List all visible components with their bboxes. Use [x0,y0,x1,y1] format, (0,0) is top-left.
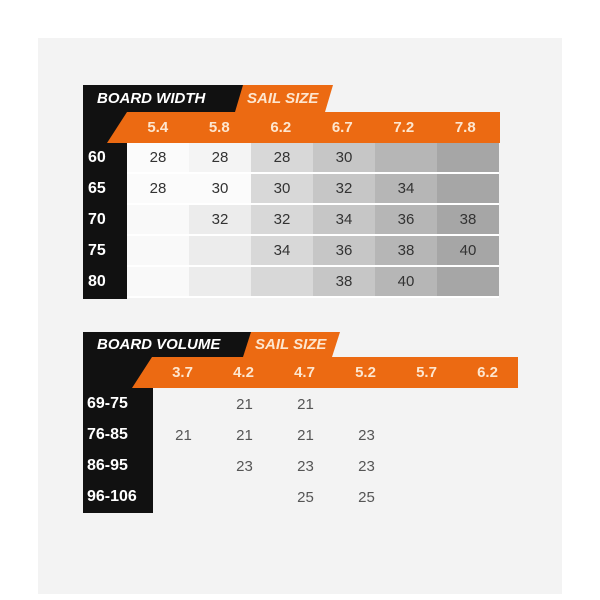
sail-size-header: SAIL SIZE [243,332,340,357]
table-cell [189,267,251,298]
row-label: 76-85 [87,426,128,443]
sail-size-label: 5.8 [208,119,230,136]
sail-size-row: 5.4 5.8 6.2 6.7 7.2 7.8 [107,112,500,143]
table-cell: 21 [297,396,314,413]
table-cell [458,451,519,482]
sail-size-label: 6.7 [331,119,353,136]
table-cell [214,482,275,513]
table-cell: 38 [375,236,437,267]
table-cell: 34 [251,236,313,267]
sail-size-label: 6.2 [270,119,292,136]
table-cell [127,205,189,236]
table-cell [458,389,519,420]
table-cell: 28 [189,143,251,174]
table-cell: 28 [251,143,313,174]
row-label: 65 [88,180,106,197]
sail-size-label: 4.2 [233,364,254,381]
table-cell [458,420,519,451]
table-cell: 23 [358,427,375,444]
board-volume-header: BOARD VOLUME [83,332,251,357]
table-cell: 23 [236,458,253,475]
table-cell: 30 [251,174,313,205]
sail-size-label: 7.8 [454,119,476,136]
table-cell: 25 [297,489,314,506]
sail-size-label: 5.2 [355,364,376,381]
row-label-column [83,112,127,299]
sail-size-label: 5.4 [147,119,169,136]
table-cell: 32 [251,205,313,236]
board-width-header: BOARD WIDTH [83,85,243,112]
sail-size-label: 3.7 [172,364,193,381]
table-cell: 32 [313,174,375,205]
table-cell [397,420,458,451]
table-cell: 23 [297,458,314,475]
table-cell: 21 [236,396,253,413]
table-cell [127,267,189,298]
table-cell: 23 [358,458,375,475]
row-label: 60 [88,149,106,166]
table-cell: 38 [437,205,499,236]
table-cell [251,267,313,298]
table-cell: 21 [236,427,253,444]
sail-size-label: 4.7 [294,364,315,381]
row-label: 69-75 [87,395,128,412]
table-cell: 34 [313,205,375,236]
table-cell: 21 [297,427,314,444]
row-label: 80 [88,273,106,290]
table-cell [153,389,214,420]
table-cell: 21 [175,427,192,444]
table-cell: 30 [189,174,251,205]
table-cell [437,174,499,205]
sail-size-header: SAIL SIZE [235,85,333,112]
table-cell: 28 [127,143,189,174]
row-label: 75 [88,242,106,259]
table-cell [375,143,437,174]
table-cell: 38 [313,267,375,298]
table-cell [397,389,458,420]
row-label: 70 [88,211,106,228]
table-cell: 36 [375,205,437,236]
table-cell: 34 [375,174,437,205]
sail-size-row: 3.7 4.2 4.7 5.2 5.7 6.2 [132,357,518,388]
sail-size-label: 7.2 [393,119,415,136]
table-cell: 28 [127,174,189,205]
sail-size-label: 5.7 [416,364,437,381]
table-cell: 25 [358,489,375,506]
table-cell: 30 [313,143,375,174]
row-label: 96-106 [87,488,137,505]
table-cell: 32 [189,205,251,236]
sail-size-label: 6.2 [477,364,498,381]
table-cell [397,451,458,482]
table-cell: 40 [375,267,437,298]
row-label: 86-95 [87,457,128,474]
table-cell: 40 [437,236,499,267]
table-cell [336,389,397,420]
table-cell [153,482,214,513]
table-cell [153,451,214,482]
table-cell [127,236,189,267]
table-cell: 36 [313,236,375,267]
table-cell [437,143,499,174]
table-cell [458,482,519,513]
table-cell [189,236,251,267]
table-cell [397,482,458,513]
table-cell [437,267,499,298]
